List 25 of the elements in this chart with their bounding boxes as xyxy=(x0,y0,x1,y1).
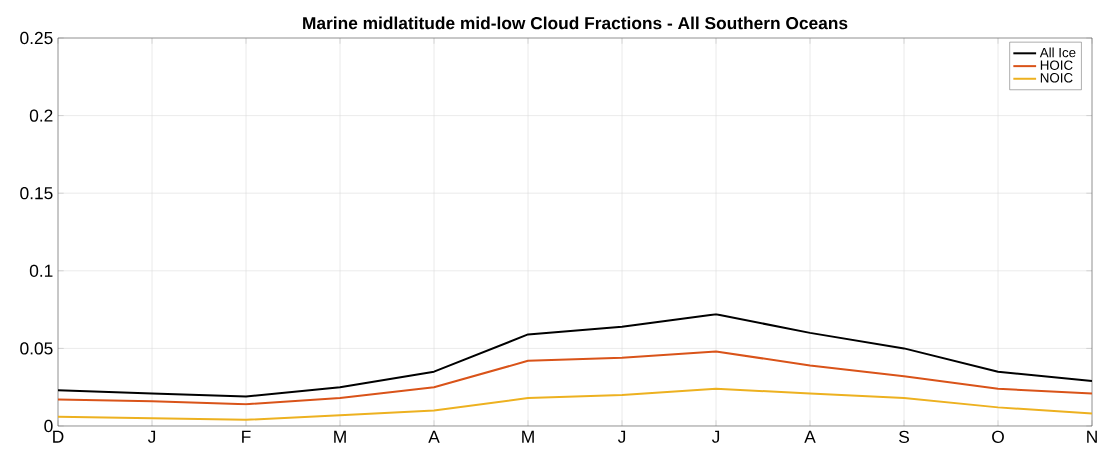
legend-label: HOIC xyxy=(1040,60,1073,70)
x-tick-label: F xyxy=(242,430,251,443)
chart-title: Marine midlatitude mid-low Cloud Fractions - All Southern Oceans xyxy=(303,16,848,30)
legend-label: NOIC xyxy=(1040,73,1073,83)
y-tick-label: 0.25 xyxy=(20,31,53,45)
legend-label: All Ice xyxy=(1039,47,1076,58)
y-tick-label: 0.05 xyxy=(20,342,53,355)
x-tick-label: M xyxy=(334,430,346,443)
line-series xyxy=(58,387,1093,421)
x-tick-label: M xyxy=(522,430,534,443)
x-tick-label: J xyxy=(617,430,626,443)
x-tick-label: A xyxy=(804,430,816,443)
x-tick-label: J xyxy=(147,430,156,443)
line-series xyxy=(58,350,1093,406)
line-series xyxy=(58,313,1093,398)
y-tick-label: 0.15 xyxy=(20,187,53,200)
x-tick-label: O xyxy=(992,430,1004,443)
y-tick-label: 0.1 xyxy=(29,264,53,277)
x-tick-label: S xyxy=(899,430,909,443)
x-tick-label: A xyxy=(428,430,440,443)
x-tick-label: D xyxy=(53,430,64,443)
y-tick-label: 0.2 xyxy=(29,109,53,122)
y-tick-label: 0 xyxy=(44,419,53,433)
x-tick-label: N xyxy=(1087,430,1097,443)
x-tick-label: J xyxy=(711,430,720,443)
